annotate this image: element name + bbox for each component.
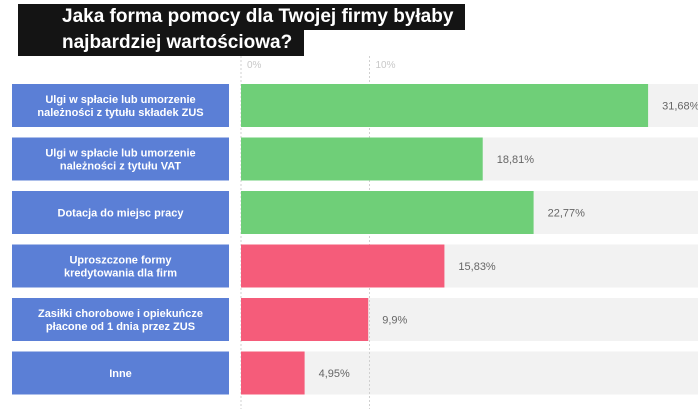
tick-label: 0%	[247, 60, 262, 71]
category-box	[12, 244, 229, 288]
category-label: kredytowania dla firm	[64, 268, 177, 280]
bar	[241, 298, 369, 341]
category-label: Dotacja do miejsc pracy	[58, 208, 185, 220]
value-label: 22,77%	[548, 208, 586, 220]
category-label: Uproszczone formy	[69, 255, 172, 267]
category-label: Inne	[109, 368, 132, 380]
category-box	[12, 351, 229, 395]
category-label: należności z tytułu składek ZUS	[37, 107, 203, 119]
bar-track	[241, 351, 698, 395]
category-box	[12, 298, 229, 341]
tick-label: 10%	[376, 60, 396, 71]
category-label: Zasiłki chorobowe i opiekuńcze	[38, 308, 203, 320]
bar	[241, 137, 483, 181]
category-label: Ulgi w spłacie lub umorzenie	[45, 148, 195, 160]
value-label: 31,68%	[662, 101, 698, 113]
category-box	[12, 191, 229, 234]
value-label: 4,95%	[319, 368, 350, 380]
category-box	[12, 84, 229, 127]
value-label: 15,83%	[458, 261, 496, 273]
bar	[241, 244, 445, 288]
chart-title-line-2: najbardziej wartościowa?	[18, 30, 305, 56]
category-label: Ulgi w spłacie lub umorzenie	[45, 94, 195, 106]
bar	[241, 191, 534, 234]
bar	[241, 351, 305, 395]
value-label: 18,81%	[497, 154, 535, 166]
bar	[241, 84, 649, 127]
category-box	[12, 137, 229, 181]
chart-title: Jaka forma pomocy dla Twojej firmy byłab…	[18, 4, 488, 56]
chart-title-line-1: Jaka forma pomocy dla Twojej firmy byłab…	[18, 4, 466, 30]
category-label: należności z tytułu VAT	[60, 161, 181, 173]
value-label: 9,9%	[382, 315, 407, 327]
category-label: płacone od 1 dnia przez ZUS	[46, 321, 195, 333]
